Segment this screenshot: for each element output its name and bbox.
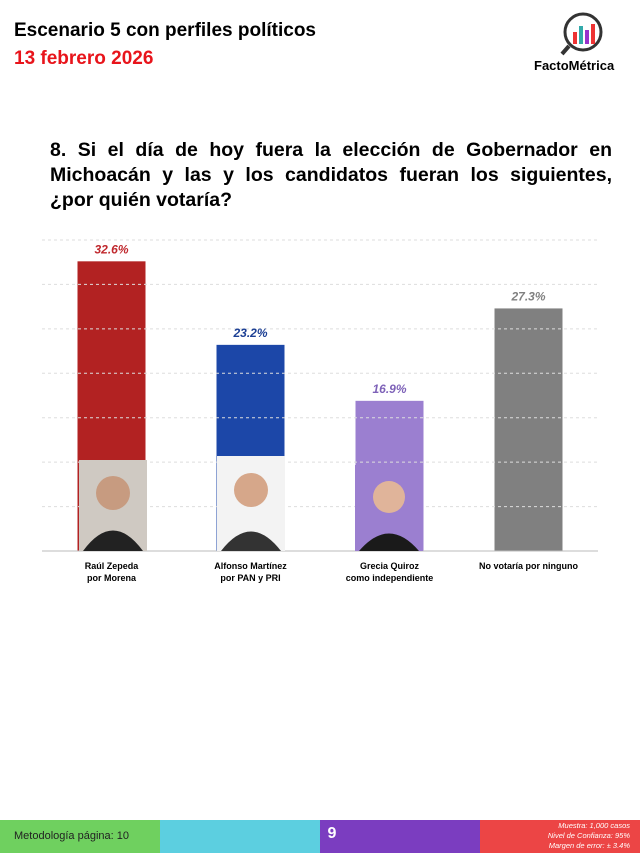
date: 13 febrero 2026 [14,48,154,69]
photos [79,456,423,551]
title: Escenario 5 con perfiles políticos [14,20,316,41]
value-label: 16.9% [372,382,406,396]
footer-cyan [160,820,320,853]
logo-icon [560,12,603,56]
footer-red [480,820,640,853]
note: Nivel de Confianza: 95% [547,831,630,840]
x-tick-label: Alfonso Martínez por PAN y PRI [214,561,287,583]
x-tick-label: Grecia Quiroz como independiente [345,561,434,583]
methodology: Metodología página: 10 [14,830,129,842]
note: Muestra: 1,000 casos [558,821,630,830]
footer-green [0,820,160,853]
logo-text: FactoMétrica [534,58,615,73]
footer-purple [320,820,480,853]
value-label: 32.6% [94,242,128,256]
bar [494,308,563,551]
question: 8. Si el día de hoy fuera la elección de… [50,139,612,211]
value-label: 23.2% [232,326,267,340]
value-label: 27.3% [510,289,545,303]
page-number: 9 [327,825,337,842]
footer-notes: Muestra: 1,000 casos Nivel de Confianza:… [548,821,630,851]
x-tick-label: Raúl Zepeda por Morena [84,561,139,583]
chart: 32.6% 23.2% 16.9% 27.3% [42,239,598,552]
note: Margen de error: ± 3.4% [548,841,630,850]
x-tick-label: No votaría por ninguno [479,561,578,571]
